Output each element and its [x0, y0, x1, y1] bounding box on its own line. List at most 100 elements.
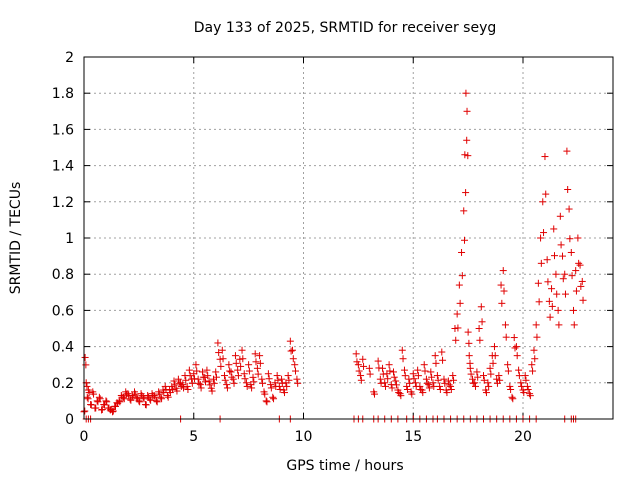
data-point	[153, 398, 161, 406]
data-point	[210, 379, 218, 387]
data-point	[182, 376, 190, 384]
data-point	[400, 366, 408, 374]
data-point	[120, 393, 128, 401]
data-point	[564, 185, 572, 193]
data-point	[414, 372, 422, 380]
data-point	[199, 368, 207, 376]
data-point	[490, 343, 498, 351]
data-point	[193, 367, 201, 375]
data-point	[523, 382, 531, 390]
data-point	[265, 375, 273, 383]
data-point	[420, 361, 428, 369]
x-tick-label: 15	[404, 429, 422, 445]
x-axis-label: GPS time / hours	[286, 458, 403, 474]
data-point	[575, 259, 583, 267]
data-point	[239, 355, 247, 363]
data-point	[283, 382, 291, 390]
data-point	[229, 375, 237, 383]
data-point	[539, 198, 547, 206]
y-tick-label: 0	[65, 412, 74, 428]
y-tick-label: 1	[65, 231, 74, 247]
data-point	[392, 381, 400, 389]
data-point	[537, 234, 545, 242]
data-point	[458, 272, 466, 280]
data-point	[162, 385, 170, 393]
x-tick-label: 10	[295, 429, 313, 445]
data-point	[109, 407, 117, 415]
data-point	[163, 391, 171, 399]
data-point	[386, 367, 394, 375]
data-point	[419, 389, 427, 397]
data-point	[546, 313, 554, 321]
data-point	[273, 372, 281, 380]
data-point	[458, 248, 466, 256]
data-point	[464, 328, 472, 336]
data-point	[465, 339, 473, 347]
data-point	[289, 346, 297, 354]
data-point	[567, 248, 575, 256]
x-tick-label: 0	[80, 429, 89, 445]
data-point	[461, 236, 469, 244]
data-point	[399, 355, 407, 363]
data-point	[537, 259, 545, 267]
data-point	[528, 361, 536, 369]
data-point	[475, 325, 483, 332]
data-point	[179, 381, 187, 389]
data-point	[429, 379, 437, 387]
data-point	[267, 381, 275, 389]
data-point	[529, 367, 537, 375]
data-point	[476, 336, 484, 344]
data-point	[388, 384, 396, 392]
x-tick-label: 5	[189, 429, 198, 445]
data-point	[513, 352, 521, 360]
data-point	[482, 389, 490, 397]
data-point	[535, 298, 543, 306]
data-point	[170, 377, 178, 385]
y-tick-label: 0.8	[52, 267, 74, 283]
data-point	[553, 290, 561, 298]
data-point	[205, 377, 213, 385]
data-point	[188, 379, 196, 387]
data-point	[471, 382, 479, 390]
data-point	[559, 275, 567, 283]
data-point	[444, 377, 452, 385]
data-point	[197, 384, 205, 392]
data-point	[556, 212, 564, 220]
data-point	[465, 352, 473, 360]
data-point	[541, 153, 549, 161]
y-axis-label: SRMTID / TECUs	[8, 182, 24, 295]
data-point	[574, 234, 582, 242]
data-point	[409, 370, 417, 378]
data-point	[433, 372, 441, 380]
axes: 00.20.40.60.811.21.41.61.820 5 10 15 20	[52, 50, 613, 445]
data-point	[501, 321, 509, 329]
data-point	[147, 396, 155, 404]
data-point	[243, 382, 251, 390]
data-point	[449, 372, 457, 380]
data-point	[254, 370, 262, 378]
y-tick-label: 1.2	[52, 195, 74, 211]
data-point	[392, 377, 400, 385]
data-point	[158, 395, 166, 403]
data-point	[261, 390, 269, 398]
data-point	[184, 385, 192, 393]
data-point	[238, 346, 246, 354]
data-point	[531, 355, 539, 363]
data-point	[275, 382, 283, 390]
data-point	[206, 381, 214, 389]
y-tick-label: 0.2	[52, 376, 74, 392]
data-point	[473, 368, 481, 376]
data-point	[201, 373, 209, 381]
data-point	[384, 375, 392, 383]
data-point	[248, 384, 256, 392]
data-point	[245, 361, 253, 369]
data-point	[241, 375, 249, 383]
data-point	[566, 235, 574, 243]
data-point	[576, 261, 584, 269]
data-point	[278, 379, 286, 387]
data-point	[497, 281, 505, 289]
data-point	[286, 337, 294, 345]
data-point	[508, 393, 516, 401]
data-point	[281, 389, 289, 397]
data-point	[379, 364, 387, 372]
